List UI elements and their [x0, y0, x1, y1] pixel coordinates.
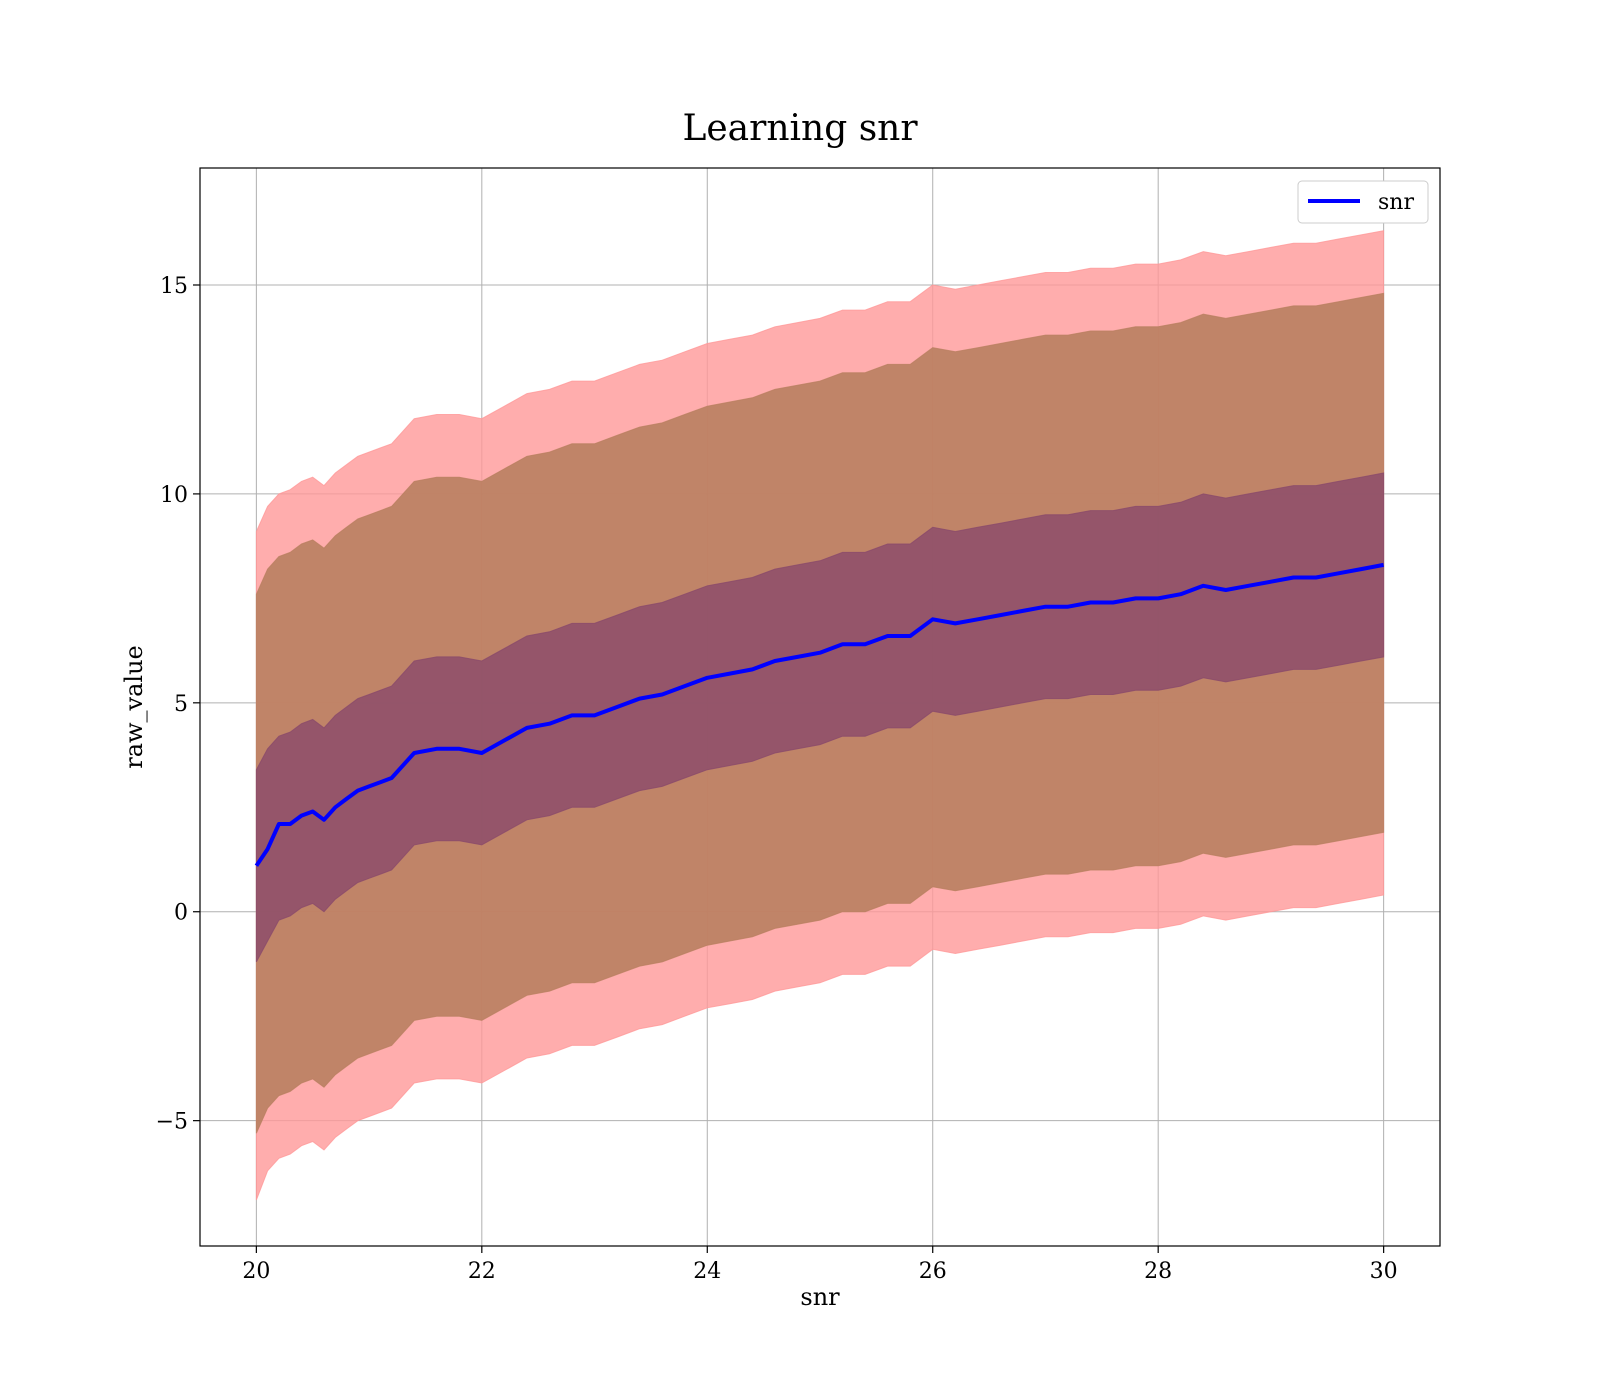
confidence-bands [255, 230, 1385, 1201]
y-axis-label: raw_value [120, 645, 148, 769]
x-tick-label-0: 20 [242, 1259, 270, 1284]
y-tick-label-1: 0 [174, 901, 188, 926]
x-axis-ticks: 20 22 24 26 28 30 [242, 1246, 1398, 1284]
x-axis-label: snr [800, 1283, 840, 1311]
legend-label-snr: snr [1378, 190, 1414, 215]
y-tick-label-3: 10 [160, 483, 188, 508]
y-tick-label-0: −5 [156, 1110, 188, 1135]
band-inner [255, 472, 1385, 963]
x-tick-label-5: 30 [1370, 1259, 1398, 1284]
y-tick-label-2: 5 [174, 692, 188, 717]
chart-title: Learning snr [682, 108, 918, 149]
plot-frame [199, 167, 1441, 1247]
y-axis-ticks: −5 0 5 10 15 [156, 274, 200, 1135]
series-line-snr [254, 562, 1384, 867]
x-tick-label-3: 26 [919, 1259, 947, 1284]
legend: snr [1297, 180, 1429, 224]
x-tick-label-4: 28 [1144, 1259, 1172, 1284]
legend-box [1297, 180, 1429, 224]
x-tick-label-1: 22 [468, 1259, 496, 1284]
y-tick-label-4: 15 [160, 274, 188, 299]
series-lines [254, 562, 1384, 867]
x-tick-label-2: 24 [693, 1259, 721, 1284]
